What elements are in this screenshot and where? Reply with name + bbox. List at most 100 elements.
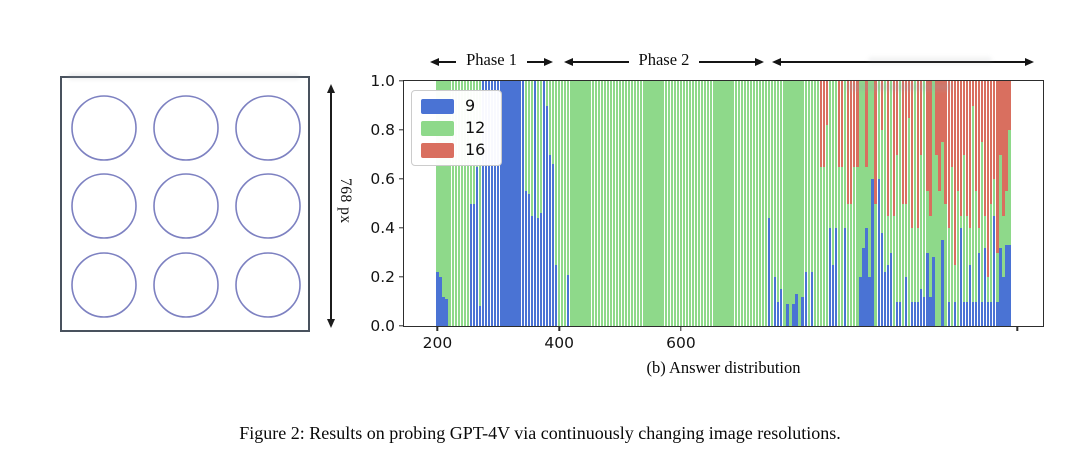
stacked-bar — [974, 81, 978, 326]
stacked-bar — [646, 81, 649, 326]
x-tick-label: 600 — [666, 334, 696, 352]
stacked-bar — [822, 81, 826, 326]
stacked-bar — [977, 81, 981, 326]
stacked-bar — [615, 81, 619, 326]
stacked-bar — [950, 81, 953, 326]
stacked-bar — [539, 81, 543, 326]
stacked-bar — [451, 81, 454, 326]
stacked-bar — [880, 81, 883, 326]
stacked-bar — [460, 81, 463, 326]
arrow-line — [699, 61, 756, 63]
stacked-bar — [737, 81, 740, 326]
stacked-bar — [859, 81, 862, 326]
y-tick-label: 0.0 — [370, 317, 395, 335]
stacked-bar — [725, 81, 728, 326]
stacked-bar — [883, 81, 886, 326]
arrow-shaft — [330, 91, 332, 321]
stacked-bar — [463, 81, 466, 326]
stacked-bar — [439, 81, 442, 326]
x-tick — [680, 326, 682, 331]
stacked-bar — [944, 81, 947, 326]
stacked-bar — [831, 81, 835, 326]
stacked-bar — [868, 81, 871, 326]
stacked-bar — [682, 81, 686, 326]
stacked-bar — [813, 81, 816, 326]
stacked-bar — [649, 81, 652, 326]
stacked-bar — [701, 81, 704, 326]
plot-area: 9 12 16 200 400 600 1.0 0.8 0.6 0.4 0.2 0.0 — [370, 72, 1044, 352]
stacked-bar — [965, 81, 969, 326]
stacked-bar — [707, 81, 710, 326]
stacked-bar — [856, 81, 859, 326]
stacked-bar — [932, 81, 935, 326]
stacked-bar — [798, 81, 801, 326]
stacked-bar — [841, 81, 844, 326]
phase-label: Phase 1 — [466, 50, 517, 70]
stacked-bar — [551, 81, 555, 326]
circle — [235, 173, 301, 239]
arrow-left-icon — [771, 58, 781, 66]
legend-label: 12 — [465, 118, 486, 137]
stacked-bar — [771, 81, 774, 326]
stacked-bar — [710, 81, 713, 326]
stacked-bar — [561, 81, 564, 326]
legend-swatch — [421, 142, 454, 158]
stacked-bar — [953, 81, 956, 326]
stacked-bar — [564, 81, 567, 326]
stacked-bar — [850, 81, 853, 326]
stacked-bar — [956, 81, 959, 326]
stacked-bar — [536, 81, 540, 326]
arrow-left-icon — [430, 58, 440, 66]
circle — [235, 252, 301, 318]
stacked-bar — [914, 81, 917, 326]
stacked-bar — [436, 81, 439, 326]
stacked-bar — [603, 81, 606, 326]
stacked-bar — [457, 81, 460, 326]
stacked-bar — [847, 81, 850, 326]
stacked-bar — [752, 81, 756, 326]
arrow-left-icon — [563, 58, 573, 66]
stacked-bar — [621, 81, 625, 326]
stacked-bar — [907, 81, 911, 326]
stacked-bar — [691, 81, 695, 326]
stacked-bar — [755, 81, 759, 326]
stacked-bar — [685, 81, 689, 326]
y-tick — [399, 227, 404, 229]
stacked-bar — [731, 81, 734, 326]
stacked-bar — [780, 81, 783, 326]
stacked-bar — [506, 81, 509, 326]
legend-swatch — [421, 98, 454, 114]
x-tick-label: 200 — [422, 334, 453, 352]
stacked-bar — [804, 81, 807, 326]
stacked-bar — [764, 81, 768, 326]
stacked-bar — [509, 81, 512, 326]
stacked-bar — [582, 81, 585, 326]
stacked-bar — [652, 81, 655, 326]
stacked-bar — [631, 81, 634, 326]
stacked-bar — [606, 81, 610, 326]
stacked-bar — [746, 81, 749, 326]
legend: 9 12 16 — [411, 90, 503, 166]
stacked-bar — [941, 81, 944, 326]
stacked-bar — [500, 81, 503, 326]
stacked-bar — [676, 81, 679, 326]
stacked-bar — [923, 81, 926, 326]
stacked-bar — [947, 81, 950, 326]
stacked-bar — [999, 81, 1002, 326]
arrow-line — [526, 61, 544, 63]
stacked-bar — [761, 81, 765, 326]
stacked-bar — [734, 81, 737, 326]
stacked-bar — [920, 81, 923, 326]
stacked-bar — [917, 81, 920, 326]
stacked-bar — [1008, 81, 1011, 326]
stacked-bar — [990, 81, 993, 326]
stacked-bar — [844, 81, 847, 326]
stacked-bar — [962, 81, 966, 326]
arrow-down-icon — [326, 319, 335, 328]
stacked-bar — [971, 81, 975, 326]
stacked-bar — [877, 81, 880, 326]
phase-arrow: Phase 2 — [563, 50, 765, 74]
stacked-bar — [837, 81, 841, 326]
stacked-bar — [478, 81, 482, 326]
bars-layer — [404, 81, 1043, 326]
